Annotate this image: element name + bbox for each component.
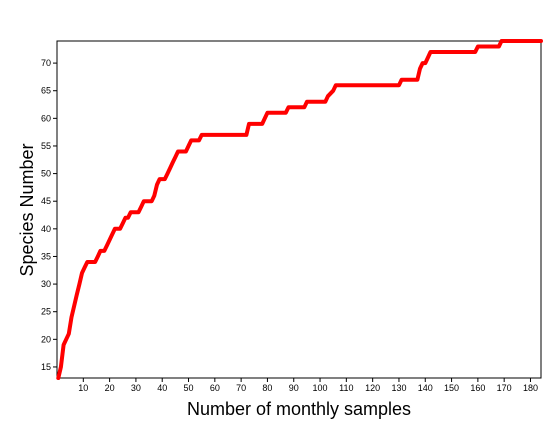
y-tick-label: 30 [41,279,51,289]
y-tick-label: 40 [41,224,51,234]
plot-area-frame [56,40,542,379]
y-tick-label: 15 [41,362,51,372]
x-tick-label: 110 [339,383,353,393]
y-tick-label: 25 [41,307,51,317]
species-curve-line [56,39,543,380]
y-tick-label: 35 [41,251,51,261]
x-axis-title: Number of monthly samples [187,399,411,419]
x-tick-label: 150 [444,383,459,393]
x-tick-label: 50 [184,383,194,393]
y-tick-label: 65 [41,86,51,96]
x-tick-label: 70 [236,383,246,393]
x-tick-label: 130 [391,383,406,393]
x-tick-label: 180 [523,383,538,393]
y-tick-label: 60 [41,113,51,123]
x-tick-label: 100 [313,383,328,393]
y-tick-label: 45 [41,196,51,206]
x-tick-label: 160 [470,383,485,393]
x-axis-ticks: 10 20 30 40 50 60 70 80 90 100 110 120 130 140 150 160 1… [78,378,538,393]
x-tick-label: 120 [365,383,380,393]
y-axis-ticks: 15 20 25 30 35 40 45 50 55 60 65 70 [41,58,57,372]
x-tick-label: 140 [418,383,433,393]
x-tick-label: 10 [78,383,88,393]
y-tick-label: 20 [41,334,51,344]
x-tick-label: 30 [131,383,141,393]
y-tick-label: 70 [41,58,51,68]
y-axis-title: Species Number [17,143,37,276]
y-tick-label: 50 [41,169,51,179]
x-tick-label: 40 [157,383,167,393]
x-tick-label: 80 [262,383,272,393]
y-tick-label: 55 [41,141,51,151]
x-tick-label: 170 [497,383,512,393]
x-tick-label: 20 [105,383,115,393]
x-tick-label: 90 [289,383,299,393]
x-tick-label: 60 [210,383,220,393]
